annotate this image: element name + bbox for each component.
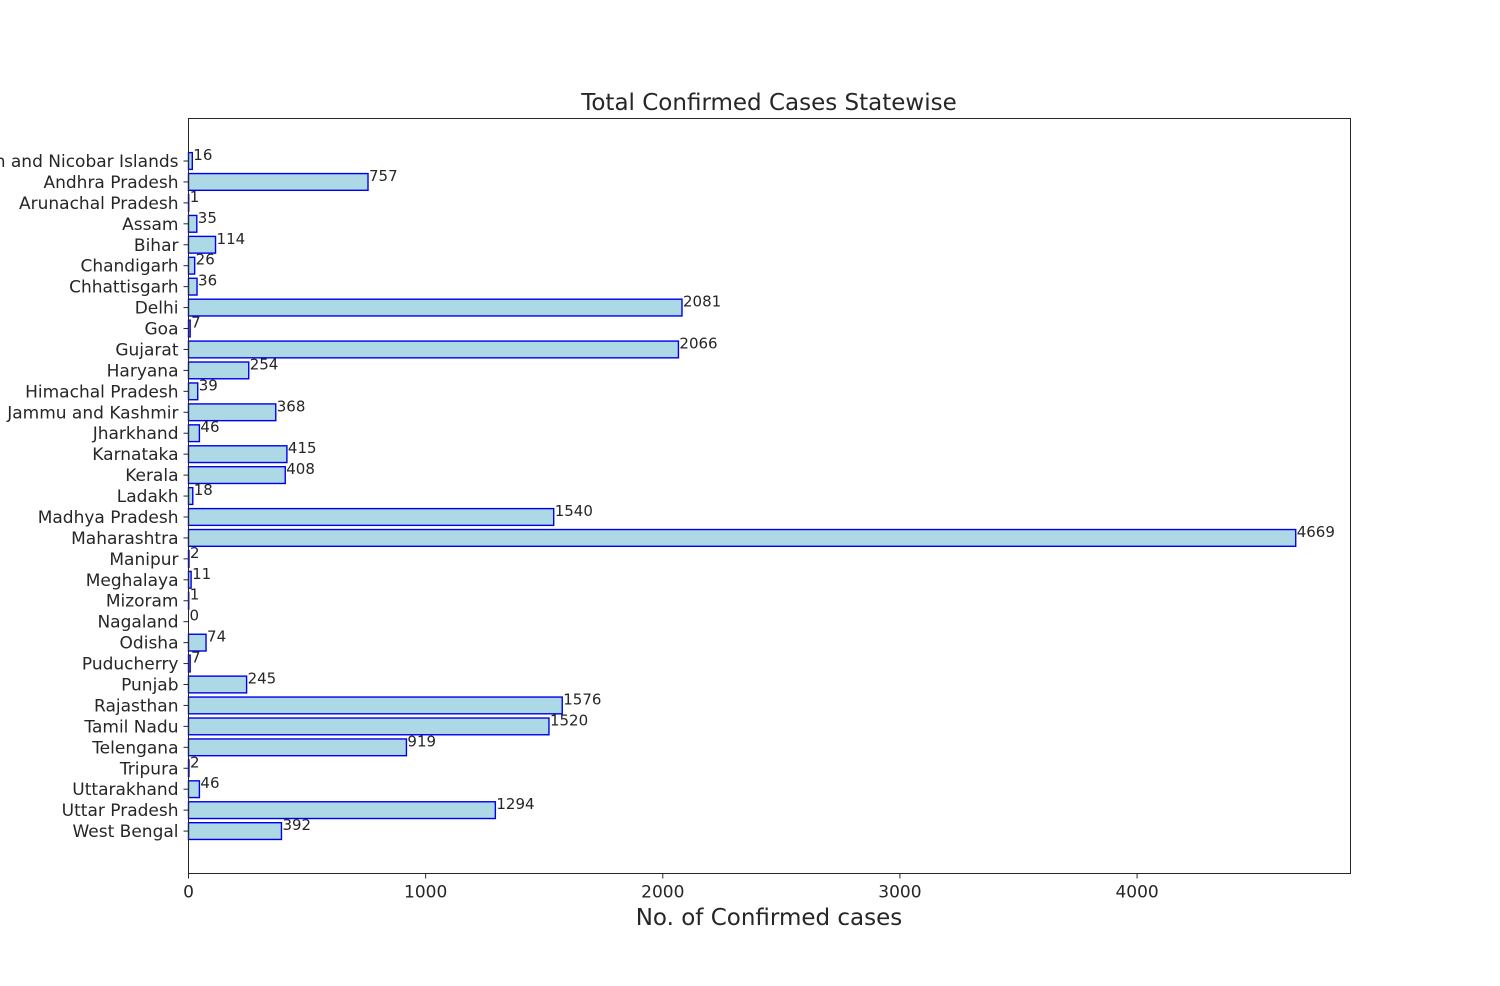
bar — [189, 257, 195, 274]
bar — [189, 383, 198, 400]
data-label: 1 — [190, 188, 200, 206]
data-label: 919 — [407, 732, 436, 750]
bar — [189, 739, 407, 756]
y-tick-label: West Bengal — [72, 822, 178, 842]
y-tick-label: Kerala — [125, 466, 178, 486]
y-tick-label: Nagaland — [97, 613, 178, 633]
data-label: 18 — [194, 481, 213, 499]
data-label: 39 — [199, 376, 218, 394]
bar — [189, 425, 200, 442]
y-tick-label: Haryana — [107, 361, 179, 381]
data-label: 0 — [190, 607, 200, 625]
y-tick-label: Jharkhand — [92, 424, 179, 444]
data-label: 1540 — [555, 502, 593, 520]
bar — [189, 697, 563, 714]
y-tick-label: Delhi — [135, 299, 179, 319]
data-label: 757 — [369, 167, 398, 185]
data-label: 368 — [277, 397, 306, 415]
bar — [189, 718, 549, 735]
y-tick-label: Puducherry — [82, 655, 179, 675]
bar — [189, 362, 249, 379]
data-label: 16 — [193, 146, 212, 164]
bar — [189, 488, 193, 505]
x-axis-label: No. of Confirmed cases — [636, 905, 903, 931]
data-label: 46 — [200, 774, 219, 792]
data-label: 11 — [192, 565, 211, 583]
data-label: 408 — [286, 460, 315, 478]
y-tick-label: Maharashtra — [71, 529, 178, 549]
data-label: 254 — [250, 355, 279, 373]
y-tick-label: Karnataka — [92, 445, 178, 465]
data-label: 245 — [248, 670, 277, 688]
bar — [189, 215, 197, 232]
bar — [189, 530, 1296, 547]
bar — [189, 446, 287, 463]
data-label: 7 — [191, 649, 201, 667]
data-label: 1520 — [550, 711, 588, 729]
bar — [189, 509, 554, 526]
bar — [189, 174, 369, 191]
data-label: 415 — [288, 439, 317, 457]
y-tick-label: Uttar Pradesh — [62, 801, 179, 821]
x-tick-label: 1000 — [404, 883, 447, 903]
bar — [189, 153, 193, 170]
y-tick-label: Himachal Pradesh — [25, 382, 178, 402]
bars-layer — [189, 153, 1296, 840]
bar — [189, 676, 247, 693]
data-label: 26 — [196, 251, 215, 269]
y-tick-label: Chhattisgarh — [69, 278, 178, 298]
y-tick-label: Arunachal Pradesh — [19, 194, 179, 214]
bar — [189, 781, 200, 798]
data-label: 74 — [207, 628, 226, 646]
y-tick-label: Telengana — [91, 738, 178, 758]
bar — [189, 278, 198, 295]
y-tick-label: Uttarakhand — [72, 780, 178, 800]
y-tick-label: Jammu and Kashmir — [6, 403, 178, 423]
y-tick-label: Odisha — [120, 634, 179, 654]
data-label: 1294 — [496, 795, 534, 813]
data-label: 4669 — [1297, 523, 1335, 541]
y-tick-label: Goa — [145, 320, 179, 340]
bar — [189, 299, 682, 316]
y-tick-label: Assam — [122, 215, 178, 235]
y-tick-label: Andaman and Nicobar Islands — [0, 152, 179, 172]
data-label: 2 — [190, 544, 200, 562]
y-tick-label: Rajasthan — [94, 696, 179, 716]
x-tick-label: 2000 — [641, 883, 684, 903]
y-tick-label: Mizoram — [106, 592, 179, 612]
bar — [189, 802, 496, 819]
y-tick-label: Meghalaya — [86, 571, 179, 591]
plot-frame — [189, 119, 1351, 874]
y-tick-label: Andhra Pradesh — [43, 173, 178, 193]
data-label: 2066 — [679, 334, 717, 352]
data-label: 7 — [191, 314, 201, 332]
y-tick-label: Ladakh — [117, 487, 179, 507]
y-tick-label: Tripura — [119, 759, 179, 779]
y-tick-label: Tamil Nadu — [83, 717, 178, 737]
y-tick-label: Chandigarh — [80, 257, 178, 277]
data-label: 2081 — [683, 293, 721, 311]
data-label: 1576 — [563, 690, 601, 708]
chart-title: Total Confirmed Cases Statewise — [580, 90, 957, 116]
x-tick-label: 0 — [183, 883, 194, 903]
data-label: 114 — [217, 230, 246, 248]
data-label: 35 — [198, 209, 217, 227]
x-tick-label: 3000 — [878, 883, 921, 903]
y-tick-label: Punjab — [121, 676, 178, 696]
data-label: 2 — [190, 753, 200, 771]
data-label: 36 — [198, 272, 217, 290]
y-tick-label: Manipur — [109, 550, 178, 570]
data-label: 46 — [200, 418, 219, 436]
y-tick-label: Bihar — [134, 236, 179, 256]
y-tick-label: Gujarat — [115, 340, 178, 360]
data-label: 392 — [282, 816, 311, 834]
x-tick-layer: 0 1000 2000 3000 4000 — [183, 874, 1159, 903]
y-tick-label: Madhya Pradesh — [38, 508, 179, 528]
bar — [189, 823, 282, 840]
x-tick-label: 4000 — [1115, 883, 1158, 903]
data-label: 1 — [190, 586, 200, 604]
